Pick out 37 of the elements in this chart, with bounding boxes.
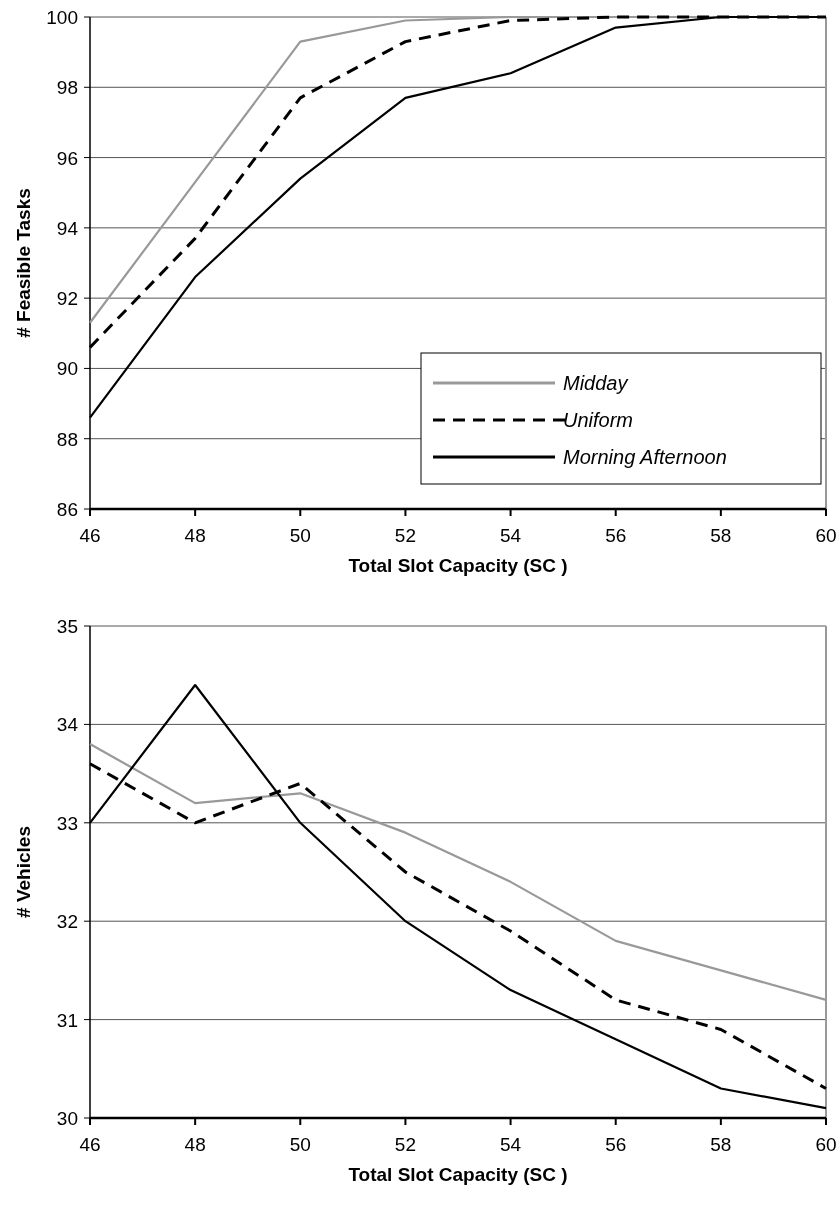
x-tick-label: 56	[605, 1134, 627, 1155]
x-tick-label: 52	[394, 1134, 416, 1155]
y-tick-label: 31	[56, 1009, 78, 1031]
y-tick-label: 35	[56, 616, 78, 637]
y-tick-label: 32	[56, 911, 78, 933]
x-tick-label: 60	[815, 1134, 837, 1155]
y-tick-label: 98	[56, 77, 78, 99]
y-tick-label: 88	[56, 428, 78, 450]
x-axis-title: Total Slot Capacity (SC )	[348, 555, 568, 576]
y-tick-label: 94	[56, 217, 79, 239]
y-tick-label: 92	[56, 288, 78, 310]
x-tick-label: 56	[605, 525, 627, 546]
x-tick-label: 60	[815, 525, 837, 546]
legend-label: Midday	[563, 372, 629, 394]
y-axis-title: # Feasible Tasks	[13, 188, 34, 338]
x-tick-label: 46	[79, 525, 101, 546]
y-tick-label: 34	[56, 714, 79, 736]
x-tick-label: 48	[184, 525, 206, 546]
x-tick-label: 54	[500, 1134, 522, 1155]
legend-label: Uniform	[563, 409, 634, 431]
legend-label: Morning Afternoon	[563, 446, 727, 468]
x-tick-label: 46	[79, 1134, 101, 1155]
x-tick-label: 58	[710, 1134, 732, 1155]
x-tick-label: 52	[394, 525, 416, 546]
y-tick-label: 30	[56, 1108, 78, 1129]
x-tick-label: 54	[500, 525, 522, 546]
x-axis-title: Total Slot Capacity (SC )	[348, 1164, 568, 1185]
y-axis-title: # Vehicles	[13, 826, 34, 918]
y-tick-label: 100	[46, 7, 78, 28]
x-tick-label: 50	[289, 1134, 311, 1155]
x-tick-label: 58	[710, 525, 732, 546]
y-tick-label: 33	[56, 812, 78, 834]
y-tick-label: 86	[56, 499, 78, 520]
x-tick-label: 48	[184, 1134, 206, 1155]
y-tick-label: 90	[56, 358, 78, 380]
x-tick-label: 50	[289, 525, 311, 546]
y-tick-label: 96	[56, 147, 78, 169]
